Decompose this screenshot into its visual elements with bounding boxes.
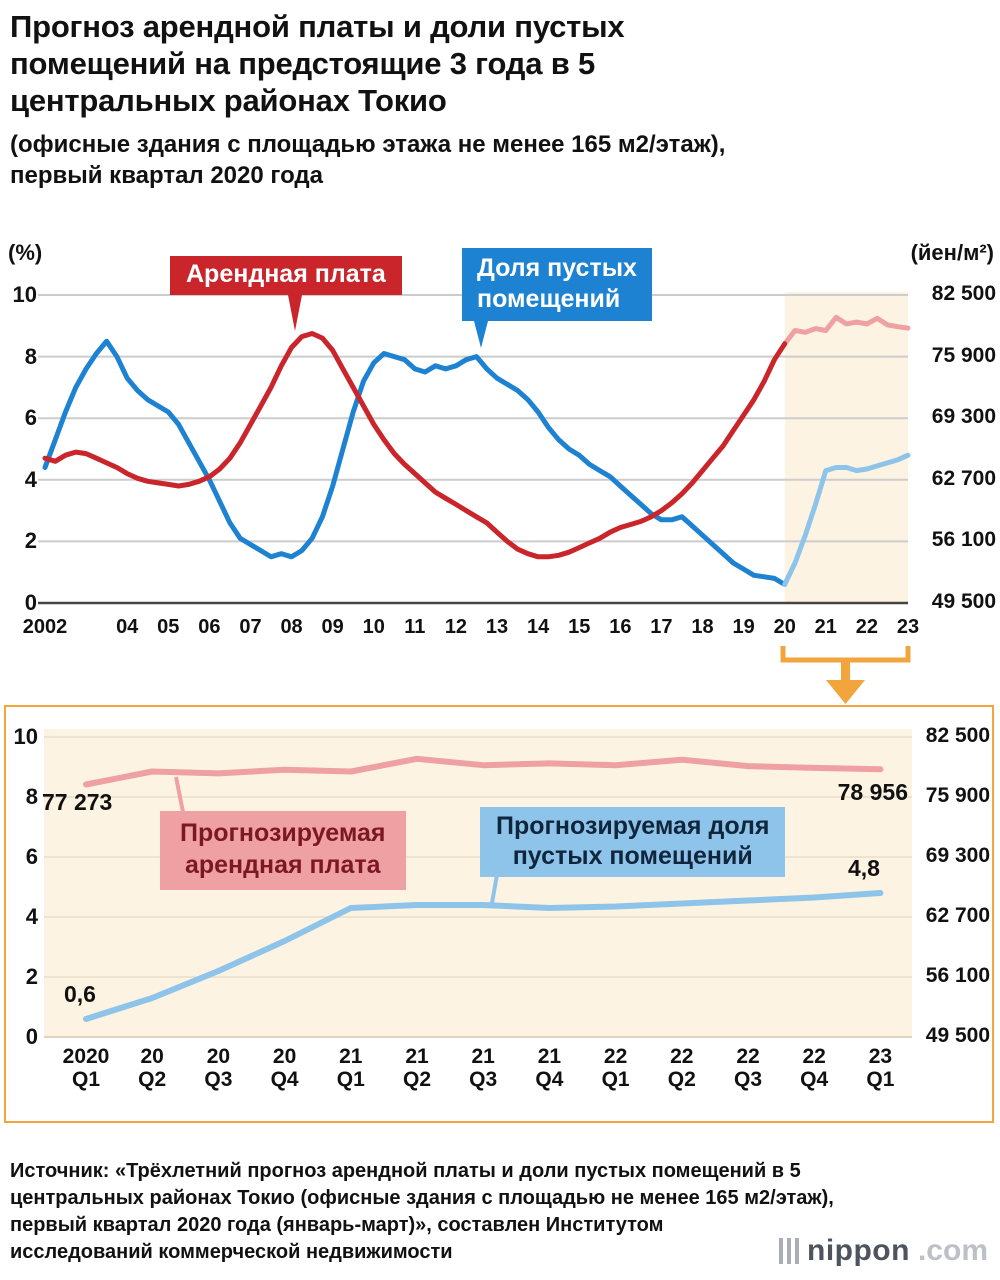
x-axis-label: 23 <box>896 616 920 638</box>
y-axis-label: 4 <box>24 466 37 492</box>
x-axis-label: 21 Q4 <box>535 1045 564 1091</box>
y-axis-label: 4 <box>25 904 38 929</box>
bracket-line <box>780 646 911 663</box>
source-text: Источник: «Трёхлетний прогноз арендной п… <box>10 1160 834 1263</box>
y-axis-label: 10 <box>13 724 38 749</box>
x-axis-label: 05 <box>157 616 180 638</box>
x-axis-label: 21 Q2 <box>402 1045 431 1091</box>
x-axis-label: 08 <box>280 616 303 638</box>
right-axis-label: 82 500 <box>925 724 990 747</box>
vacancy-forecast-line <box>782 452 911 587</box>
right-axis-label: 62 700 <box>925 904 990 927</box>
x-axis-label: 18 <box>691 616 714 638</box>
history-chart: (%) (йен/м²) Арендная плата Доля пустых … <box>0 238 1000 668</box>
vacancy-history-line <box>42 338 788 587</box>
x-axis-label: 20 Q2 <box>138 1045 167 1091</box>
forecast-rent-label: Прогнозируемая арендная плата <box>160 811 406 890</box>
right-axis-unit: (йен/м²) <box>910 240 994 265</box>
vacancy-series-label: Доля пустых помещений <box>462 248 652 348</box>
rent-label-pointer-icon <box>288 295 302 331</box>
right-axis-label: 69 300 <box>925 844 990 867</box>
x-axis-label: 19 <box>732 616 755 638</box>
x-axis-label: 21 <box>814 616 837 638</box>
forecast-rent-end-value: 78 956 <box>837 779 908 805</box>
x-axis-label: 09 <box>321 616 344 638</box>
rent-history-line <box>42 331 788 560</box>
rent-series-label-text: Арендная плата <box>186 260 386 288</box>
y-axis-label: 2 <box>24 528 37 554</box>
y-axis-label: 8 <box>25 784 38 809</box>
forecast-vacancy-label-text: Прогнозируемая доля пустых помещений <box>496 812 770 870</box>
x-axis-label: 17 <box>650 616 673 638</box>
page-subtitle: (офисные здания с площадью этажа не мене… <box>10 130 726 190</box>
history-chart-canvas <box>38 292 911 605</box>
forecast-vacancy-label: Прогнозируемая доля пустых помещений <box>480 807 786 877</box>
x-axis-label: 22 <box>855 616 879 638</box>
forecast-vacancy-end-value: 4,8 <box>848 855 880 881</box>
x-axis-label: 22 Q4 <box>800 1045 829 1091</box>
x-axis-label: 12 <box>444 616 468 638</box>
y-axis-label: 2 <box>25 964 38 989</box>
right-axis-label: 49 500 <box>925 1024 990 1047</box>
y-axis-label: 0 <box>24 590 37 615</box>
y-axis-label: 6 <box>24 405 37 431</box>
nippon-logo-icon <box>779 1238 799 1264</box>
right-axis-label: 75 900 <box>925 784 990 807</box>
right-axis-label: 62 700 <box>931 466 996 490</box>
y-axis-label: 0 <box>25 1024 38 1049</box>
right-axis-label: 56 100 <box>925 964 990 987</box>
forecast-rent-label-text: Прогнозируемая арендная плата <box>180 819 386 879</box>
header: Прогноз арендной платы и доли пустых пом… <box>10 8 990 192</box>
right-axis-label: 82 500 <box>931 282 996 305</box>
vacancy-label-pointer-icon <box>474 321 488 348</box>
right-axis-label: 69 300 <box>931 405 996 429</box>
nippon-logo-tld: .com <box>917 1234 988 1267</box>
forecast-vacancy-start-value: 0,6 <box>64 981 96 1007</box>
right-axis-label: 49 500 <box>931 590 996 613</box>
forecast-rent-start-value: 77 273 <box>42 789 113 815</box>
nippon-logo: nippon .com <box>779 1234 988 1268</box>
x-axis-label: 16 <box>609 616 632 638</box>
forecast-vacancy-line <box>83 890 884 1022</box>
x-axis-label: 11 <box>404 616 426 638</box>
x-axis-label: 04 <box>116 616 139 638</box>
x-axis-label: 07 <box>239 616 262 638</box>
rent-series-label: Арендная плата <box>170 256 402 331</box>
y-axis-label: 6 <box>25 844 38 869</box>
page-title: Прогноз арендной платы и доли пустых пом… <box>10 9 625 119</box>
down-arrow-icon <box>826 680 865 704</box>
forecast-chart-panel: 77 273 78 956 0,6 4,8 Прогнозируемая аре… <box>4 705 994 1123</box>
x-axis-label: 13 <box>485 616 509 638</box>
nippon-logo-name: nippon <box>807 1234 910 1267</box>
x-axis-label: 20 Q4 <box>270 1045 299 1091</box>
x-axis-label: 21 Q1 <box>336 1045 365 1091</box>
x-axis-label: 21 Q3 <box>469 1045 498 1091</box>
x-axis-label: 22 Q2 <box>667 1045 696 1091</box>
x-axis-label: 06 <box>198 616 221 638</box>
y-axis-label: 10 <box>12 282 37 307</box>
forecast-rent-label-pointer <box>174 776 186 818</box>
footer: Источник: «Трёхлетний прогноз арендной п… <box>10 1158 990 1278</box>
right-axis-label: 75 900 <box>931 343 996 367</box>
x-axis-label: 2020 Q1 <box>62 1045 110 1091</box>
right-axis-label: 56 100 <box>931 528 996 552</box>
x-axis-label: 23 Q1 <box>866 1045 895 1091</box>
x-axis-label: 10 <box>362 616 385 638</box>
rent-forecast-line <box>782 314 911 347</box>
forecast-rent-line <box>83 755 884 788</box>
left-axis-unit: (%) <box>8 240 43 265</box>
y-axis-label: 8 <box>24 343 37 369</box>
forecast-range-bracket <box>780 646 911 704</box>
vacancy-series-label-text: Доля пустых помещений <box>477 254 637 313</box>
x-axis-label: 15 <box>568 616 591 638</box>
x-axis-label: 20 <box>773 616 796 638</box>
x-axis-label: 22 Q1 <box>601 1045 630 1091</box>
x-axis-label: 14 <box>527 616 550 638</box>
x-axis-label: 20 Q3 <box>204 1045 233 1091</box>
x-axis-label: 2002 <box>22 616 68 638</box>
forecast-region <box>784 292 908 603</box>
x-axis-label: 22 Q3 <box>733 1045 762 1091</box>
